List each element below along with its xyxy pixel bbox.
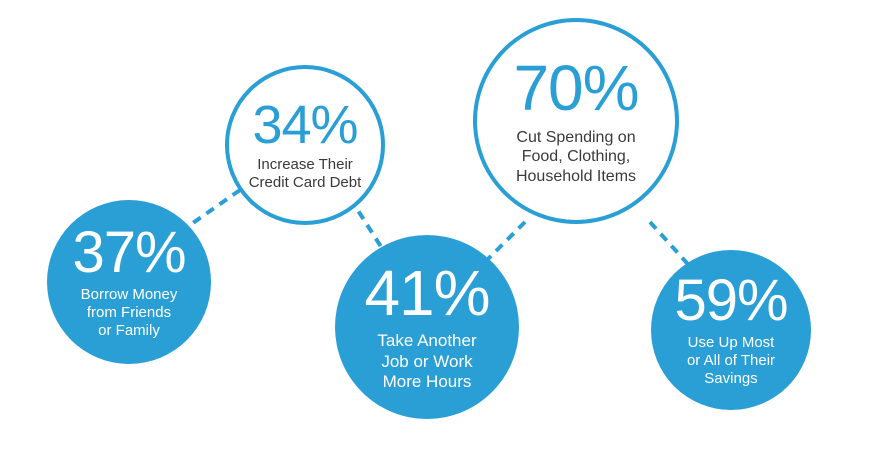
stat-bubble-another-job: 41% Take Another Job or Work More Hours [335, 235, 519, 419]
stat-bubble-savings: 59% Use Up Most or All of Their Savings [651, 250, 811, 410]
stat-bubble-credit-card: 34% Increase Their Credit Card Debt [225, 65, 385, 225]
stat-percent: 70% [513, 51, 639, 124]
stat-percent: 34% [252, 94, 358, 155]
stat-label: Increase Their Credit Card Debt [248, 155, 362, 191]
stat-percent: 37% [72, 219, 186, 285]
stat-bubble-borrow-money: 37% Borrow Money from Friends or Family [47, 200, 211, 364]
stat-label: Borrow Money from Friends or Family [80, 285, 178, 340]
stat-bubble-cut-spending: 70% Cut Spending on Food, Clothing, Hous… [473, 18, 679, 224]
connector-spending-to-job [483, 220, 527, 264]
stat-label: Cut Spending on Food, Clothing, Househol… [515, 128, 637, 185]
stat-percent: 59% [674, 267, 788, 333]
stat-percent: 41% [364, 256, 490, 329]
stat-label: Use Up Most or All of Their Savings [686, 333, 776, 388]
connector-credit-card-to-borrow [178, 188, 242, 234]
stat-label: Take Another Job or Work More Hours [377, 330, 477, 392]
connector-credit-card-to-job [348, 196, 387, 255]
